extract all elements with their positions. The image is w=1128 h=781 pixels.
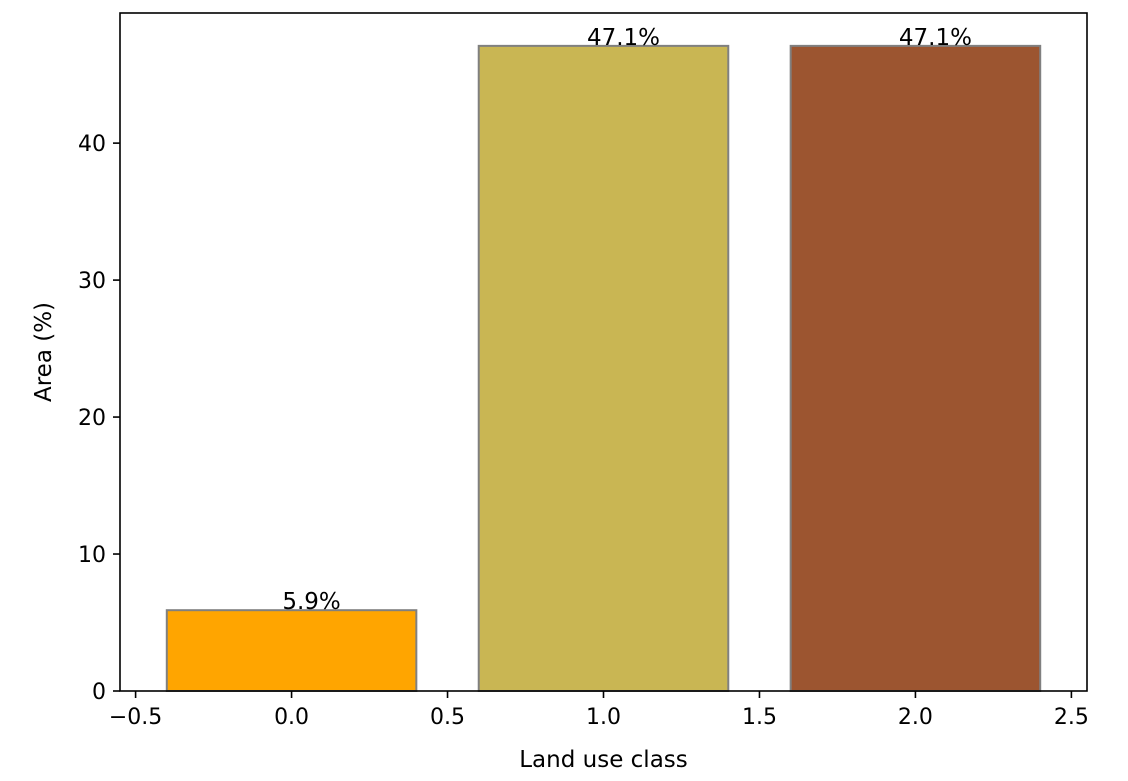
- x-tick-label-3: 1.0: [586, 705, 621, 730]
- data-labels-group: 5.9% 47.1% 47.1%: [282, 25, 972, 615]
- y-axis-label: Area (%): [31, 302, 57, 402]
- x-tick-label-1: 0.0: [274, 705, 309, 730]
- x-tick-label-2: 0.5: [430, 705, 465, 730]
- bar-0: [165, 609, 418, 692]
- y-tick-label-1: 10: [78, 543, 106, 568]
- y-tick-label-2: 20: [78, 406, 106, 431]
- y-tick-label-3: 30: [78, 269, 106, 294]
- y-axis-ticks: 0 10 20 30 40: [78, 132, 120, 705]
- x-axis-ticks: −0.5 0.0 0.5 1.0 1.5 2.0 2.5: [109, 691, 1089, 730]
- bar-2: [789, 44, 1042, 692]
- bars-group: [165, 44, 1042, 692]
- x-tick-label-6: 2.5: [1054, 705, 1089, 730]
- x-tick-label-4: 1.5: [742, 705, 777, 730]
- data-label-2: 47.1%: [899, 25, 972, 51]
- y-tick-label-0: 0: [92, 680, 106, 705]
- data-label-0: 5.9%: [282, 589, 340, 615]
- x-tick-label-0: −0.5: [109, 705, 162, 730]
- data-label-1: 47.1%: [587, 25, 660, 51]
- x-axis-label: Land use class: [519, 747, 688, 773]
- x-tick-label-5: 2.0: [898, 705, 933, 730]
- bar-1: [477, 44, 730, 692]
- y-tick-label-4: 40: [78, 132, 106, 157]
